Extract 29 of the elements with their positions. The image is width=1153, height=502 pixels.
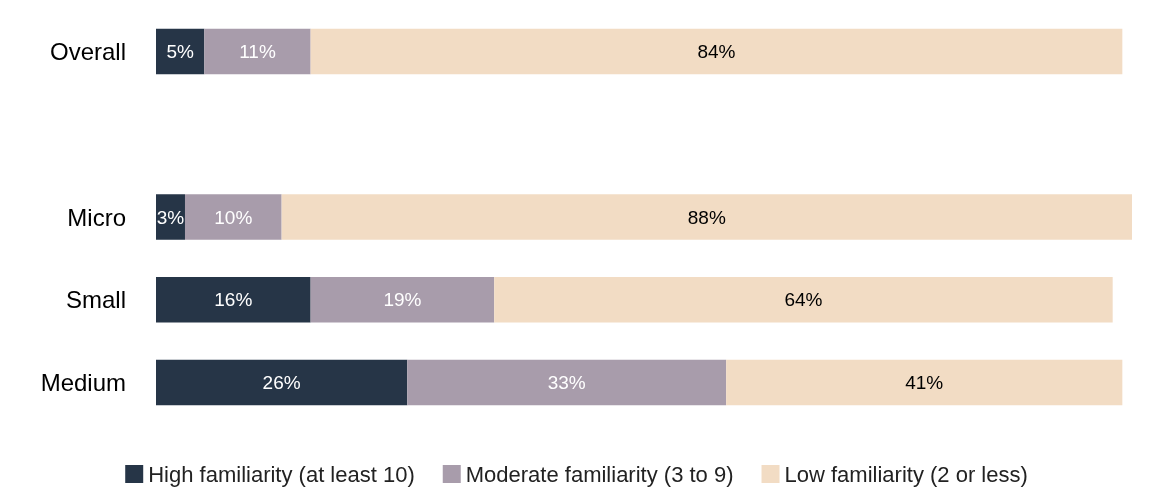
bar	[156, 277, 311, 323]
data-label: 41%	[905, 372, 944, 394]
data-label: 64%	[784, 289, 823, 311]
bar	[310, 277, 495, 323]
y-tick-label: Overall	[49, 37, 126, 65]
y-tick-label: Small	[65, 286, 126, 314]
bar	[407, 359, 727, 406]
data-label: 10%	[214, 206, 253, 228]
data-label: 19%	[383, 289, 422, 311]
bar	[156, 359, 408, 406]
bar	[310, 28, 1123, 75]
bar	[281, 194, 1132, 240]
y-tick-label: Medium	[40, 369, 126, 397]
legend-label: High familiarity (at least 10)	[148, 461, 415, 487]
bar	[494, 277, 1113, 323]
data-label: 5%	[166, 40, 194, 62]
data-label: 33%	[547, 372, 586, 394]
bar	[184, 194, 282, 240]
bar	[204, 28, 311, 75]
legend-label: Low familiarity (2 or less)	[784, 461, 1028, 487]
data-label: 3%	[156, 206, 185, 228]
data-label: 11%	[239, 40, 276, 62]
data-label: 88%	[687, 206, 726, 228]
data-label: 26%	[262, 372, 301, 394]
y-tick-label: Micro	[67, 203, 126, 231]
legend-label: Moderate familiarity (3 to 9)	[465, 461, 734, 487]
bar	[726, 359, 1123, 406]
data-label: 84%	[697, 40, 736, 62]
data-label: 16%	[214, 289, 253, 311]
